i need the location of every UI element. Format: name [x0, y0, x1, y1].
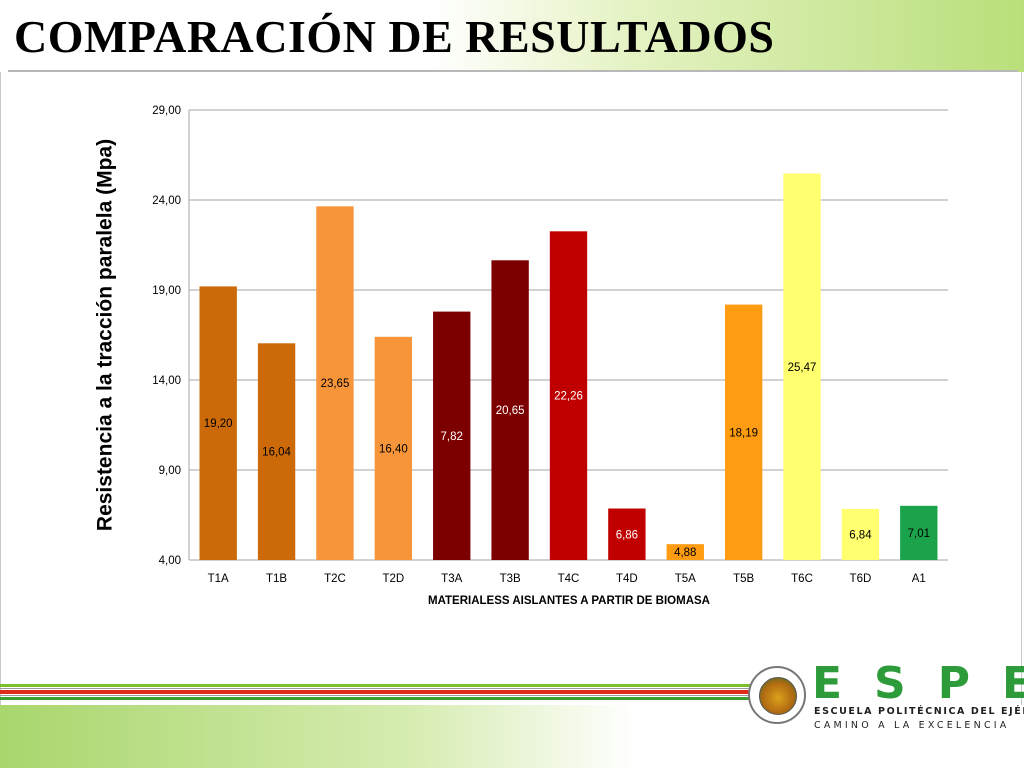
x-tick-label: T5A	[675, 573, 696, 585]
x-tick-label: T6D	[850, 573, 872, 585]
bar-t1a	[199, 286, 237, 560]
data-labels: 19,20 16,04 23,65 16,40 7,82 20,65 22,26 6,86 4,…	[204, 362, 930, 559]
bar-t5b	[724, 304, 763, 560]
bars	[199, 173, 938, 561]
stripe-green-bottom	[0, 697, 770, 700]
data-label: 7,82	[441, 431, 463, 443]
slide-title: COMPARACIÓN DE RESULTADOS	[14, 11, 775, 62]
stripe-gray-bottom	[0, 695, 770, 696]
x-tick-label: T1A	[208, 573, 229, 585]
y-tick-labels: 4,00 9,00 14,00 19,00 24,00 29,00	[152, 105, 181, 567]
x-tick-label: T5B	[733, 573, 754, 585]
data-label: 16,04	[262, 447, 291, 459]
bar-a1	[900, 505, 938, 560]
x-tick-label: A1	[912, 573, 926, 585]
footer-band	[0, 705, 1024, 768]
seal-emblem-icon	[759, 677, 797, 715]
bar-t6d	[841, 508, 880, 560]
espe-seal-icon	[748, 666, 806, 724]
bar-t2c	[316, 206, 354, 561]
espe-logo-name: ESCUELA POLITÉCNICA DEL EJÉRCITO	[814, 706, 1024, 717]
bar-chart: 4,00 9,00 14,00 19,00 24,00 29,00 T1A T1B T2C T2…	[152, 105, 948, 607]
x-tick-label: T3B	[500, 573, 521, 585]
y-tick-label: 29,00	[152, 105, 181, 117]
title-rule	[8, 70, 1018, 72]
bar-t4c	[549, 231, 588, 560]
stripe-red	[0, 690, 770, 694]
bar-t3a	[433, 311, 471, 560]
x-tick-label: T2C	[324, 573, 346, 585]
bar-t3b	[491, 260, 529, 560]
data-label: 25,47	[788, 362, 817, 374]
x-tick-label: T6C	[791, 573, 813, 585]
data-label: 4,88	[674, 547, 696, 559]
data-label: 20,65	[496, 405, 525, 417]
y-axis-title: Resistencia a la tracción paralela (Mpa)	[93, 138, 117, 532]
bar-t1b	[257, 343, 296, 560]
y-tick-label: 9,00	[159, 465, 181, 477]
x-tick-labels: T1A T1B T2C T2D T3A T3B T4C T4D T5A T5B T6C T6D A1	[208, 573, 926, 585]
stripe-gray-top	[0, 688, 770, 689]
x-tick-label: T3A	[441, 573, 462, 585]
y-tick-label: 19,00	[152, 285, 181, 297]
bar-t2d	[374, 336, 413, 560]
y-tick-label: 4,00	[159, 555, 181, 567]
y-tick-label: 24,00	[152, 195, 181, 207]
stripe-green-top	[0, 684, 770, 687]
data-label: 16,40	[379, 443, 408, 455]
data-label: 6,86	[616, 529, 638, 541]
x-axis-title: MATERIALESS AISLANTES A PARTIR DE BIOMAS…	[428, 595, 710, 607]
x-tick-label: T4D	[616, 573, 638, 585]
espe-logo-motto: CAMINO A LA EXCELENCIA	[814, 720, 1010, 731]
bar-t4d	[608, 508, 646, 560]
data-label: 23,65	[321, 378, 350, 390]
data-label: 19,20	[204, 418, 233, 430]
bar-t6c	[783, 173, 821, 561]
data-label: 22,26	[554, 391, 583, 403]
title-band	[0, 0, 1024, 72]
x-tick-label: T1B	[266, 573, 287, 585]
data-label: 18,19	[729, 427, 758, 439]
data-label: 6,84	[849, 529, 872, 541]
bar-t5a	[666, 544, 704, 560]
data-label: 7,01	[908, 528, 930, 540]
y-tick-label: 14,00	[152, 375, 181, 387]
x-tick-label: T4C	[558, 573, 580, 585]
x-tick-label: T2D	[382, 573, 404, 585]
